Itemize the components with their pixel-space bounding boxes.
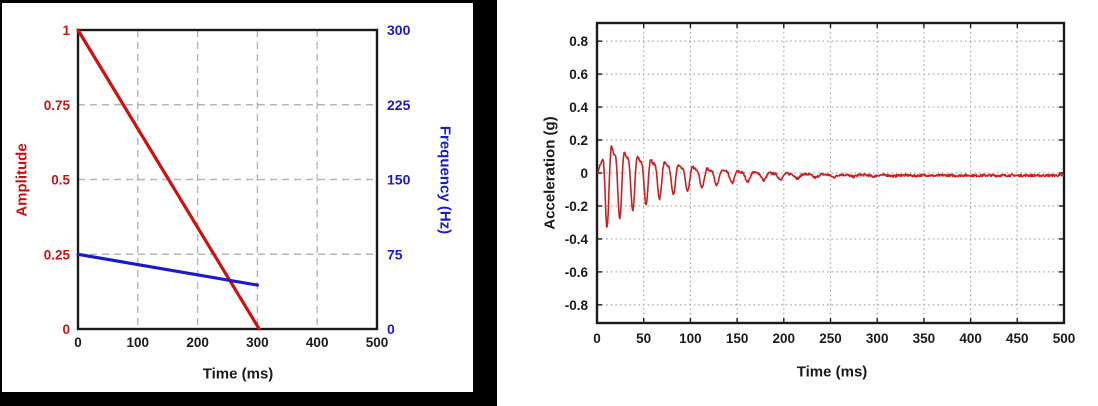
right-y-tick-label: 0: [387, 321, 395, 337]
x-tick-label: 250: [819, 331, 842, 346]
left-y-tick-label: 0.5: [51, 173, 70, 188]
left-y-tick-label: 0: [62, 322, 70, 337]
sweep-profile-chart: 0 0.25 0.5 0.75 1 0 75 150 225 300 0 100 200 300 400 50…: [44, 22, 411, 350]
plot-border: [595, 21, 1066, 325]
y-tick-label: 0.6: [569, 67, 588, 82]
left-chart-x-axis-title: Time (ms): [202, 365, 274, 383]
sweep-profile-chart-surface: 0 0.25 0.5 0.75 1 0 75 150 225 300 0 100 200 300 400 50…: [2, 3, 473, 392]
acceleration-axis-title: Acceleration (g): [541, 116, 559, 230]
acceleration-chart: 0.8 0.6 0.4 0.2 0 -0.2 -0.4 -0.6 -0.8 0 50 100 150 20…: [565, 21, 1076, 346]
y-tick-label: -0.2: [565, 199, 588, 214]
x-tick-label: 50: [636, 331, 651, 346]
right-y-tick-label: 75: [387, 246, 403, 262]
x-tick-label: 0: [593, 331, 601, 346]
x-tick-label: 100: [679, 331, 702, 346]
x-tick-label: 200: [773, 331, 796, 346]
x-tick-label: 400: [306, 335, 329, 350]
y-tick-label: 0.4: [569, 100, 588, 115]
x-tick-label: 200: [186, 335, 209, 350]
left-y-tick-label: 0.25: [44, 247, 71, 262]
y-tick-label: 0.8: [569, 34, 588, 49]
x-tick-label: 300: [866, 331, 889, 346]
frequency-line: [76, 252, 259, 287]
right-y-tick-label: 225: [387, 97, 411, 113]
amplitude-axis-title: Amplitude: [13, 143, 31, 217]
sweep-profile-panel: 0 0.25 0.5 0.75 1 0 75 150 225 300 0 100 200 300 400 50…: [0, 0, 497, 406]
x-tick-label: 500: [1053, 331, 1076, 346]
y-tick-label: -0.4: [565, 232, 589, 247]
right-chart-x-axis-title: Time (ms): [796, 363, 868, 381]
acceleration-waveform: [597, 145, 1064, 228]
right-y-tick-label: 300: [387, 22, 411, 38]
y-tick-label: -0.8: [565, 298, 589, 313]
left-y-tick-label: 1: [62, 23, 70, 38]
y-tick-label: -0.6: [565, 265, 589, 280]
plot-border: [76, 28, 379, 331]
y-tick-label: 0.2: [569, 133, 588, 148]
x-tick-label: 100: [127, 335, 150, 350]
x-tick-label: 150: [726, 331, 749, 346]
x-tick-label: 450: [1006, 331, 1029, 346]
x-tick-label: 0: [74, 335, 82, 350]
x-tick-label: 300: [246, 335, 269, 350]
x-tick-label: 400: [959, 331, 982, 346]
frequency-axis-title: Frequency (Hz): [436, 125, 454, 235]
x-tick-label: 350: [913, 331, 936, 346]
acceleration-panel: 0.8 0.6 0.4 0.2 0 -0.2 -0.4 -0.6 -0.8 0 50 100 150 20…: [497, 0, 1098, 406]
right-y-tick-label: 150: [387, 172, 411, 188]
left-y-tick-label: 0.75: [44, 98, 71, 113]
y-tick-label: 0: [580, 166, 588, 181]
x-tick-label: 500: [366, 335, 389, 350]
